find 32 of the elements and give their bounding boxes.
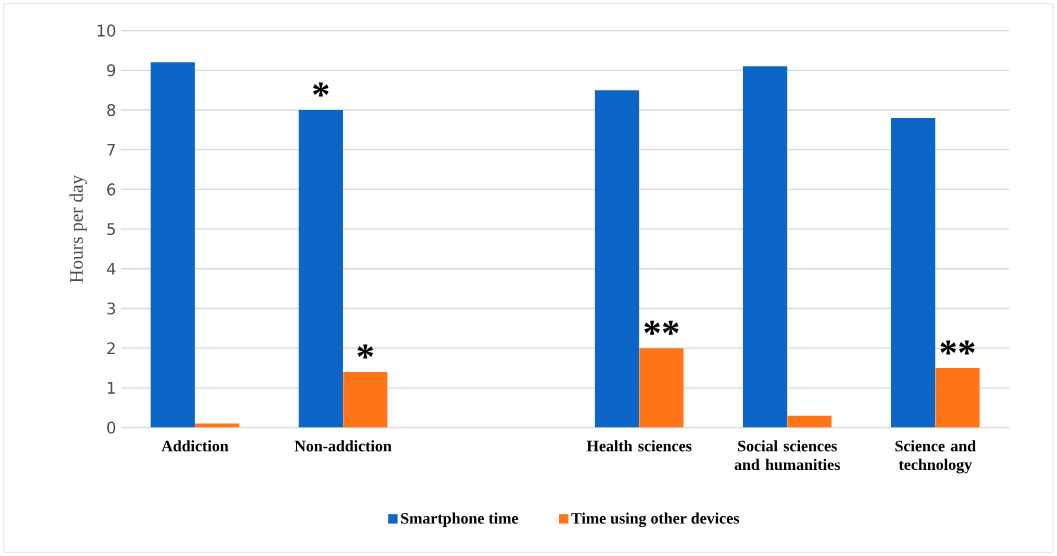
y-tick-label: 9 bbox=[107, 64, 116, 77]
x-tick-label: Non-addiction bbox=[294, 440, 392, 452]
bar bbox=[639, 348, 684, 428]
x-tick-label: Health sciences bbox=[586, 440, 692, 452]
y-tick-label: 1 bbox=[107, 382, 115, 394]
y-tick-label: 10 bbox=[97, 24, 116, 37]
y-tick-label: 5 bbox=[107, 223, 115, 235]
y-tick-label: 6 bbox=[107, 183, 116, 196]
y-tick-label: 4 bbox=[106, 262, 116, 275]
y-axis-title: Hours per day bbox=[69, 174, 87, 283]
bar bbox=[343, 371, 388, 428]
annotation: * bbox=[357, 344, 374, 359]
y-tick-label: 3 bbox=[107, 302, 115, 315]
y-tick-label: 2 bbox=[107, 342, 115, 355]
x-tick-label: Addiction bbox=[161, 440, 229, 452]
bar bbox=[891, 117, 936, 428]
y-tick-label: 7 bbox=[107, 143, 115, 156]
annotation: ** bbox=[644, 320, 679, 335]
bar bbox=[787, 415, 832, 428]
bar bbox=[594, 90, 640, 428]
annotation: * bbox=[313, 82, 329, 97]
bar bbox=[298, 109, 343, 428]
x-tick-label: Social sciences and humanities bbox=[734, 440, 841, 471]
legend-label: Smartphone time bbox=[401, 512, 519, 527]
y-tick-label: 8 bbox=[107, 103, 116, 116]
bar bbox=[742, 66, 788, 428]
bar bbox=[935, 367, 980, 428]
legend-label: Time using other devices bbox=[571, 512, 740, 528]
y-tick-label: 0 bbox=[107, 421, 116, 434]
x-tick-label: Science and technology bbox=[895, 440, 976, 474]
annotation: ** bbox=[940, 340, 975, 355]
bar bbox=[150, 62, 195, 428]
